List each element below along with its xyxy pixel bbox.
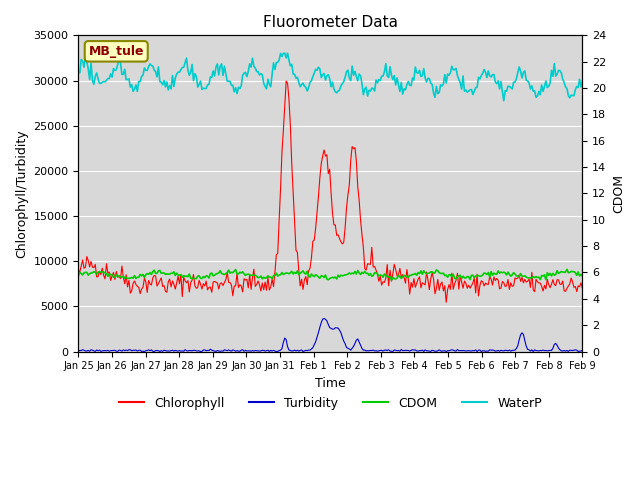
Title: Fluorometer Data: Fluorometer Data bbox=[263, 15, 398, 30]
Y-axis label: CDOM: CDOM bbox=[612, 174, 625, 213]
Y-axis label: Chlorophyll/Turbidity: Chlorophyll/Turbidity bbox=[15, 129, 28, 258]
Legend: Chlorophyll, Turbidity, CDOM, WaterP: Chlorophyll, Turbidity, CDOM, WaterP bbox=[114, 392, 547, 415]
X-axis label: Time: Time bbox=[315, 377, 346, 390]
Text: MB_tule: MB_tule bbox=[88, 45, 144, 58]
